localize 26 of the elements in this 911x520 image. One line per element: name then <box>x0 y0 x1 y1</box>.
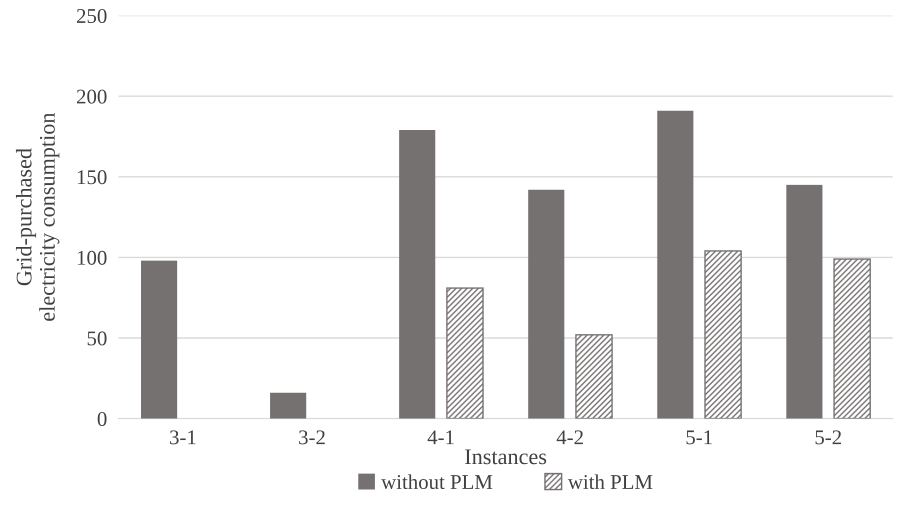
bar <box>270 392 306 419</box>
bar <box>399 130 436 419</box>
bar <box>704 250 742 419</box>
y-tick-label: 50 <box>88 331 107 346</box>
bar <box>786 184 822 419</box>
y-tick-label: 250 <box>76 8 107 24</box>
y-tick-label: 150 <box>78 170 107 184</box>
y-tick-label: 0 <box>98 412 107 426</box>
x-axis-title: Instances <box>465 449 546 464</box>
x-tick-label: 4-1 <box>428 430 454 444</box>
y-axis-title: Grid-purchased electricity consumption <box>16 112 60 321</box>
legend-label: without PLM <box>381 474 492 490</box>
x-tick-label: 4-2 <box>556 430 583 444</box>
x-tick-label: 3-1 <box>170 430 196 444</box>
x-tick-label: 3-2 <box>299 430 325 444</box>
y-tick-label: 200 <box>76 90 107 104</box>
bar <box>528 190 564 419</box>
x-tick-label: 5-2 <box>816 430 841 444</box>
bar <box>833 258 871 419</box>
bar <box>446 287 484 419</box>
bar <box>141 260 178 419</box>
y-tick-label: 100 <box>78 250 107 265</box>
bar <box>657 110 694 419</box>
x-tick-label: 5-1 <box>686 430 712 444</box>
bar <box>575 334 613 419</box>
legend-label: with PLM <box>568 474 652 490</box>
